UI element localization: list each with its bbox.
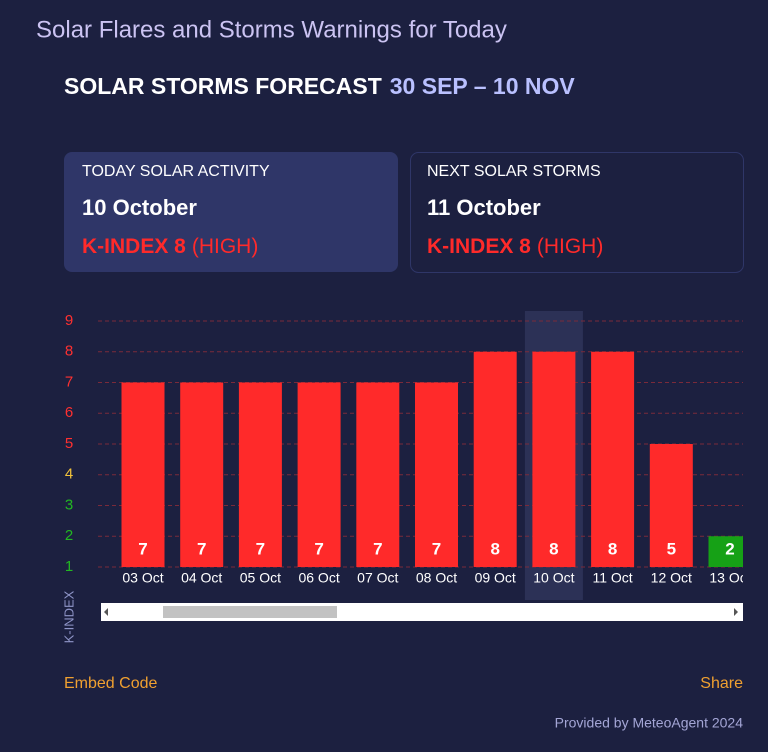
value-label: 7 [373, 539, 382, 558]
y-tick-label: 3 [65, 496, 73, 513]
y-tick-label: 7 [65, 373, 73, 390]
x-tick-label: 06 Oct [298, 570, 339, 586]
x-tick-label: 05 Oct [240, 570, 281, 586]
x-tick-label: 13 Oct [709, 570, 750, 586]
value-label: 7 [314, 539, 323, 558]
scroll-thumb[interactable] [163, 606, 337, 618]
x-tick-label: 07 Oct [357, 570, 398, 586]
kindex: K-INDEX 8 [82, 235, 186, 258]
y-tick-label: 2 [65, 527, 73, 544]
y-tick-label: 1 [65, 558, 73, 575]
value-label: 2 [725, 539, 734, 558]
bar [473, 351, 517, 567]
y-tick-label: 4 [65, 466, 73, 483]
level: (HIGH) [192, 235, 259, 258]
bar [121, 382, 165, 567]
kindex: K-INDEX 8 [427, 235, 531, 258]
value-label: 8 [490, 539, 499, 558]
value-label: 7 [256, 539, 265, 558]
x-tick-label: 08 Oct [416, 570, 457, 586]
x-tick-label: 11 Oct [592, 570, 632, 586]
value-label: 7 [197, 539, 206, 558]
value-label: 5 [667, 539, 676, 558]
plot: 7 03 Oct 7 04 Oct 7 05 Oct 7 06 Oct 7 07 Oct 7 08 O… [98, 311, 750, 600]
y-axis-label: K-INDEX [61, 590, 76, 643]
card-kindex: K-INDEX 8 (HIGH) [427, 235, 603, 258]
x-tick-label: 10 Oct [533, 570, 574, 586]
card-next [410, 152, 744, 273]
bar [297, 382, 341, 567]
x-tick-label: 12 Oct [651, 570, 692, 586]
x-tick-label: 04 Oct [181, 570, 222, 586]
bar [180, 382, 224, 567]
value-label: 7 [138, 539, 147, 558]
card-today [64, 152, 398, 272]
bar [238, 382, 282, 567]
embed-link[interactable]: Embed Code [64, 675, 157, 692]
bar [591, 351, 635, 567]
bar [649, 444, 693, 567]
y-tick-label: 9 [65, 312, 73, 329]
forecast-title: SOLAR STORMS FORECAST 30 SEP – 10 NOV [64, 73, 575, 99]
bar [708, 536, 743, 567]
credit: Provided by MeteoAgent 2024 [555, 715, 744, 731]
card-label: TODAY SOLAR ACTIVITY [82, 163, 270, 180]
card-label: NEXT SOLAR STORMS [427, 163, 601, 180]
forecast-label: SOLAR STORMS FORECAST [64, 73, 382, 99]
level: (HIGH) [537, 235, 604, 258]
y-tick-label: 6 [65, 404, 73, 421]
y-tick-label: 8 [65, 343, 73, 360]
card-kindex: K-INDEX 8 (HIGH) [82, 235, 258, 258]
card-date: 10 October [82, 195, 197, 220]
y-tick-label: 5 [65, 435, 73, 452]
card-date: 11 October [427, 195, 541, 220]
bar [356, 382, 400, 567]
x-tick-label: 03 Oct [122, 570, 163, 586]
share-link[interactable]: Share [700, 675, 743, 692]
bar [415, 382, 458, 567]
value-label: 8 [549, 539, 558, 558]
value-label: 8 [608, 539, 617, 558]
value-label: 7 [432, 539, 441, 558]
x-tick-label: 09 Oct [475, 570, 516, 586]
forecast-range: 30 SEP – 10 NOV [390, 73, 576, 99]
page-title: Solar Flares and Storms Warnings for Tod… [36, 16, 507, 43]
bar [532, 351, 576, 567]
